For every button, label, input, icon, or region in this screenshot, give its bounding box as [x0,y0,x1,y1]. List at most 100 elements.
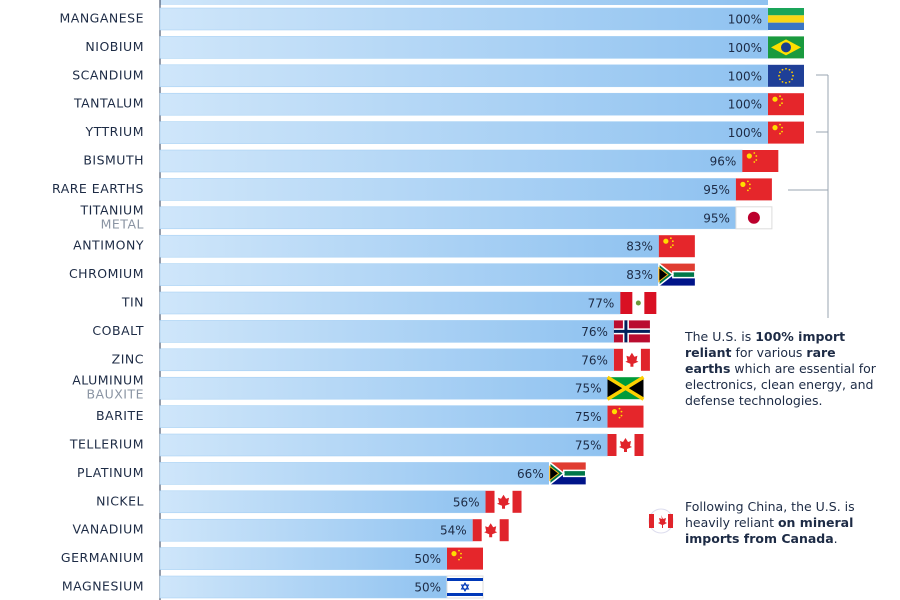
bar [159,405,608,428]
flag-part [613,348,623,371]
flag [607,405,644,428]
flag-part [746,153,752,159]
flag-part [779,132,781,135]
flag-part [607,405,644,428]
flag-part [749,187,751,190]
flag [658,262,696,288]
flag [613,348,650,371]
flag-part [781,126,783,129]
flag-part [625,352,639,367]
flag-part [549,465,560,482]
flag [742,150,779,172]
value-label: 100% [728,13,762,27]
flag [620,292,657,314]
annotation-text: for various [731,345,807,360]
flag [607,434,644,456]
flag-part [753,152,756,154]
category-label: VANADIUM [73,522,144,537]
flag-part [791,78,793,81]
annotation-text: . [833,531,838,546]
category-label: COBALT [92,323,144,338]
flag-part [620,414,623,417]
flag-part [484,523,498,538]
annotation-text: which are essential for electronics, cle… [685,361,876,408]
value-label: 76% [581,325,608,339]
flag [485,490,522,513]
annotation-text: 100% import reliant [685,329,846,360]
flag-part [755,159,758,161]
flag-part [447,593,483,596]
value-label: 50% [414,552,441,566]
flag-part [779,123,781,126]
flag-part [781,42,791,53]
annotation-text: on mineral imports from Canada [685,515,854,546]
bar [159,92,769,116]
category-label: ANTIMONY [73,238,144,253]
bracket [788,74,829,318]
flag-part [640,348,650,371]
flag-part [658,266,669,283]
bar [159,376,608,400]
bar [159,462,550,485]
value-label: 50% [414,581,441,595]
value-label: 100% [728,69,762,83]
flag-part [460,582,470,592]
bar [159,64,769,88]
category-label: MAGNESIUM [62,579,144,594]
flag [735,206,773,230]
flag-part [747,180,749,183]
value-label: 83% [626,240,653,254]
flag-part [669,237,672,240]
flag-part [472,519,482,542]
bar [159,178,737,201]
flag-part [768,64,804,87]
flag [768,8,804,30]
flag-part [788,80,791,83]
category-label: ALUMINUM [72,373,144,388]
flag-part [753,161,756,163]
flag-part [772,96,778,102]
flag-part [669,246,672,249]
flag-part [781,80,784,83]
flag [548,460,587,486]
value-label: 75% [575,439,602,453]
annotation: Following China, the U.S. is heavily rel… [685,499,885,547]
bar [159,263,660,286]
flag [658,235,695,258]
flag-part [779,71,781,74]
category-label: GERMANIUM [61,550,144,565]
flag-part [447,578,483,581]
flag-part [460,556,462,559]
category-label: ZINC [112,351,144,366]
flag-part [779,95,781,98]
flag-part [485,490,495,513]
category-label: SCANDIUM [72,67,144,82]
flag-part [747,211,760,224]
bar [159,348,615,372]
canada-icon [648,508,674,534]
category-sublabel: BAUXITE [86,387,144,402]
value-label: 66% [517,467,544,481]
value-label: 100% [728,98,762,112]
flag-part [458,549,460,552]
category-label: CHROMIUM [69,266,144,281]
flag-part [671,244,674,247]
bar [159,575,448,599]
flag-part [781,98,783,101]
category-label: MANGANESE [59,11,144,26]
value-label: 54% [440,524,467,538]
category-sublabel: METAL [101,216,144,231]
flag-part [549,462,586,474]
annotation: The U.S. is 100% import reliant for vari… [685,329,885,409]
flag-part [742,150,779,172]
flag-part [768,121,804,144]
flag-part [785,67,787,70]
bar [159,36,769,59]
value-label: 100% [728,126,762,140]
category-label: NIOBIUM [85,39,144,54]
flag-part [658,274,695,286]
flag-part [618,416,621,419]
flag-part [447,547,483,570]
